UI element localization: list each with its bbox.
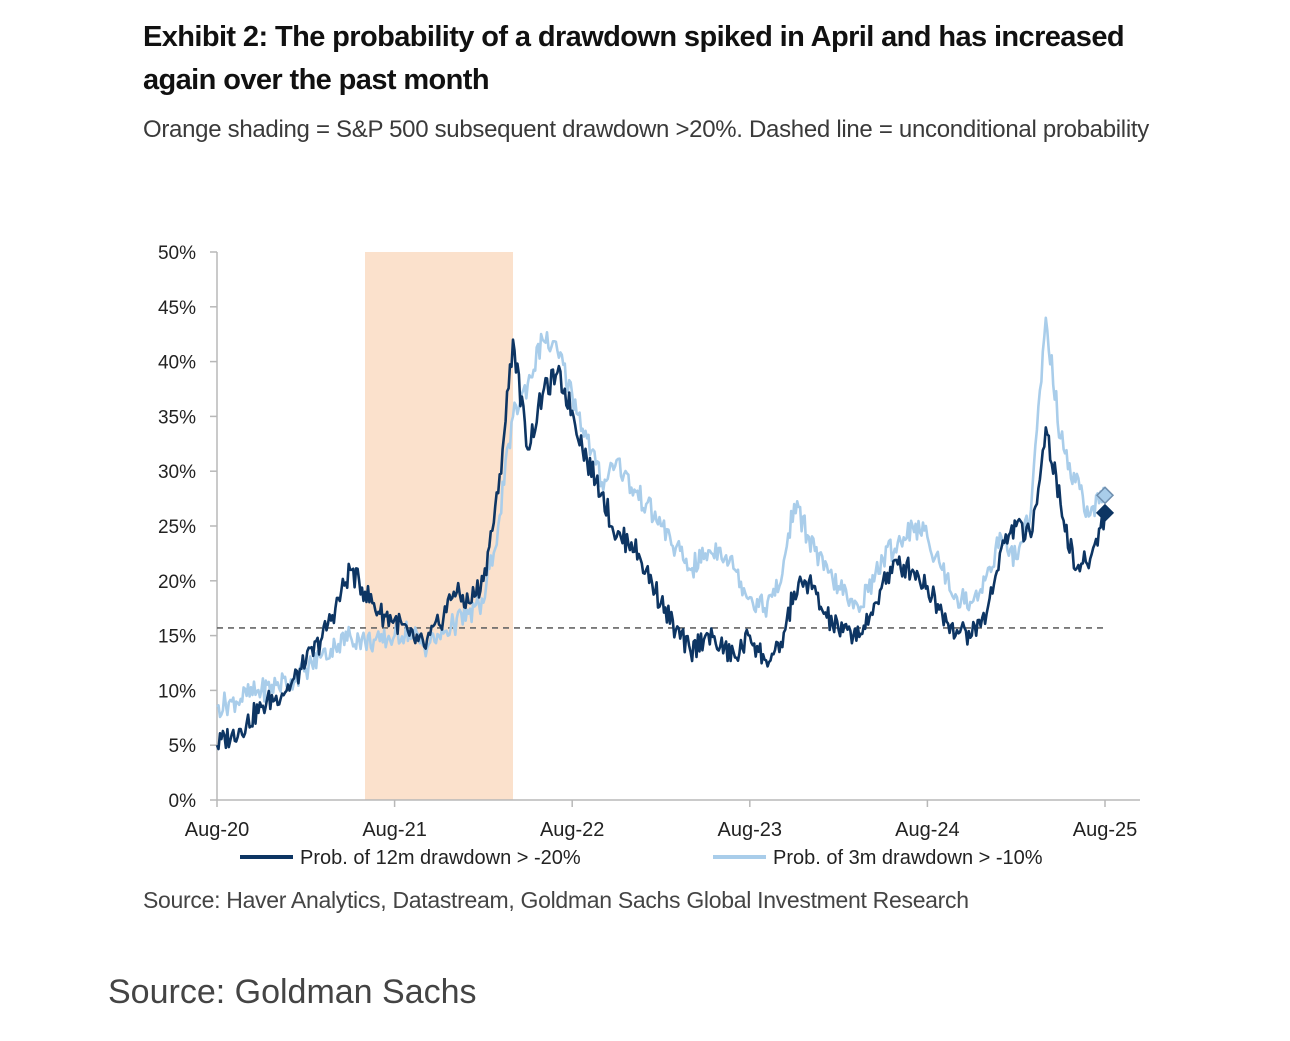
x-tick-label: Aug-21 [362, 819, 427, 841]
series-line-3m-drawdown [216, 316, 1107, 719]
legend-label: Prob. of 3m drawdown > -10% [773, 847, 1043, 869]
end-markers [1095, 486, 1115, 522]
x-tick-label: Aug-25 [1073, 819, 1138, 841]
x-tick-label: Aug-24 [895, 819, 960, 841]
chart-title: Exhibit 2: The probability of a drawdown… [143, 21, 1125, 96]
x-tick-label: Aug-22 [540, 819, 605, 841]
y-tick-label: 25% [158, 517, 196, 538]
legend: Prob. of 12m drawdown > -20% Prob. of 3m … [240, 847, 1043, 869]
chart-subtitle: Orange shading = S&P 500 subsequent draw… [143, 116, 1149, 143]
y-axis: 0% 5% 10% 15% 20% 25% 30% 35% 40% 45% 50% [158, 243, 218, 812]
legend-label: Prob. of 12m drawdown > -20% [300, 847, 581, 869]
y-tick-label: 35% [158, 407, 196, 428]
source-note: Source: Haver Analytics, Datastream, Gol… [143, 887, 969, 913]
y-tick-label: 10% [158, 681, 196, 702]
y-tick-label: 5% [169, 736, 197, 757]
y-tick-label: 20% [158, 572, 196, 593]
x-tick-label: Aug-20 [185, 819, 250, 841]
series-line-12m-drawdown [215, 338, 1107, 751]
caption: Source: Goldman Sachs [108, 973, 477, 1011]
y-tick-label: 50% [158, 243, 196, 264]
end-marker-3m [1095, 486, 1115, 505]
end-marker-12m [1095, 503, 1115, 522]
shaded-regions [365, 252, 513, 800]
y-tick-label: 0% [169, 791, 197, 812]
x-axis: Aug-20 Aug-21 Aug-22 Aug-23 Aug-24 Aug-25 [185, 799, 1140, 841]
y-tick-label: 40% [158, 353, 196, 374]
x-tick-label: Aug-23 [718, 819, 783, 841]
y-tick-label: 15% [158, 627, 196, 648]
series-lines [215, 316, 1107, 751]
y-tick-label: 45% [158, 298, 196, 319]
y-tick-label: 30% [158, 462, 196, 483]
drawdown-shading [365, 252, 513, 800]
